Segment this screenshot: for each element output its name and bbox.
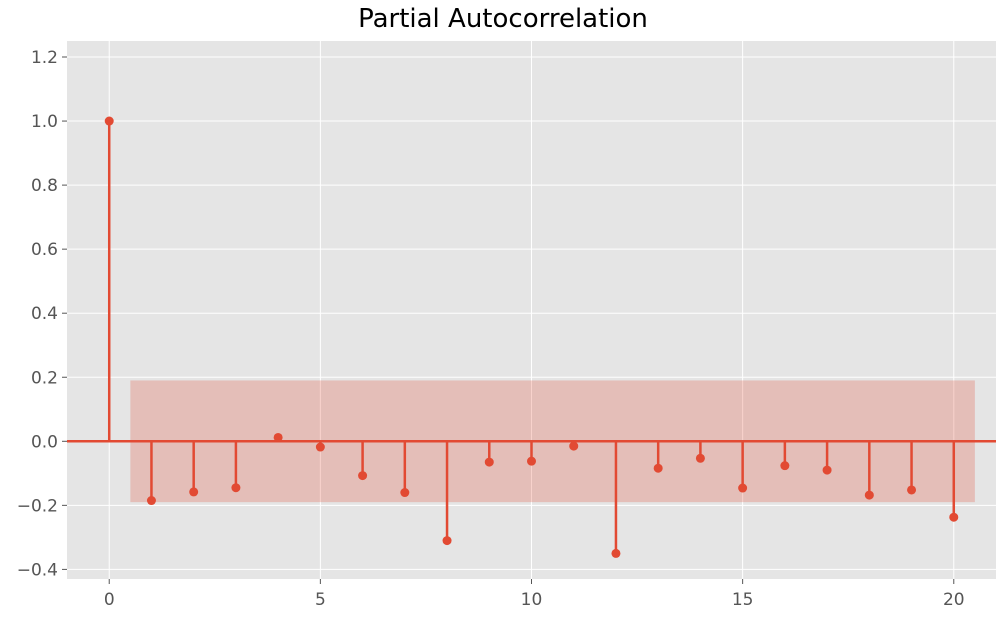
stem-marker: [273, 432, 283, 442]
stem-marker: [315, 442, 325, 452]
y-tick-label: 0.0: [31, 432, 58, 452]
stem-marker: [738, 483, 748, 493]
y-tick-label: 0.2: [31, 368, 58, 388]
stem-marker: [527, 456, 536, 466]
y-tick-label: 0.4: [31, 304, 58, 324]
stem-marker: [569, 441, 579, 451]
y-tick-label: −0.2: [17, 496, 58, 516]
stem-marker: [949, 512, 959, 522]
x-tick-label: 15: [732, 590, 754, 610]
x-tick-label: 10: [521, 590, 543, 610]
x-tick-label: 5: [315, 590, 326, 610]
y-tick-label: 0.6: [31, 240, 58, 260]
stem-marker: [484, 457, 494, 467]
y-tick-label: 1.2: [31, 48, 58, 68]
stem-marker: [146, 496, 156, 506]
stem-marker: [400, 488, 410, 498]
stem-marker: [822, 465, 832, 475]
stem-marker: [780, 461, 790, 471]
stem-marker: [442, 536, 452, 546]
stem-marker: [358, 471, 368, 481]
stem-layer: [67, 116, 996, 558]
stem-marker: [611, 548, 621, 558]
stem-marker: [189, 487, 199, 497]
y-tick-label: 0.8: [31, 176, 58, 196]
chart-title: Partial Autocorrelation: [358, 4, 648, 34]
y-tick-label: 1.0: [31, 112, 58, 132]
x-tick-label: 0: [104, 590, 115, 610]
stem-marker: [695, 453, 705, 463]
y-tick-label: −0.4: [17, 560, 58, 580]
stem-marker: [864, 490, 874, 500]
stem-marker: [653, 463, 663, 473]
tick-layer: 0 5 10 15 20 −0.4 −0.2 0.0 0.2 0.4 0.6 0.8 1.0 1.2: [17, 48, 965, 610]
stem-marker: [104, 116, 114, 126]
stem-marker: [907, 485, 917, 495]
stem-marker: [231, 483, 241, 493]
x-tick-label: 20: [943, 590, 965, 610]
